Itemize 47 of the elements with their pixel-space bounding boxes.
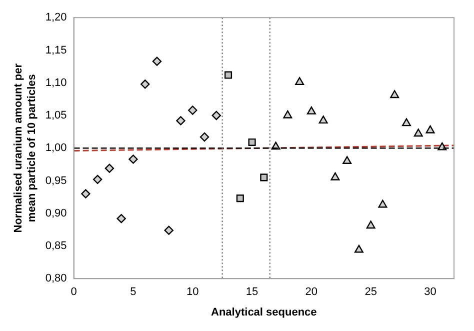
y-tick-label: 1,15	[45, 44, 67, 56]
x-tick-label: 10	[186, 286, 199, 298]
point	[318, 116, 328, 124]
point	[306, 106, 316, 114]
y-tick-label: 0,90	[45, 207, 67, 220]
x-axis-title: Analytical sequence	[211, 306, 317, 318]
y-axis-title: Normalised uranium amount per mean particle of 10 particles	[12, 62, 38, 233]
point	[248, 138, 256, 146]
x-tick-label: 25	[364, 286, 377, 298]
point	[212, 110, 221, 120]
point	[378, 200, 388, 208]
point	[152, 56, 162, 66]
y-tick-label: 1,20	[45, 12, 67, 24]
point	[390, 90, 400, 98]
point	[81, 189, 90, 198]
point	[402, 118, 411, 126]
point	[92, 174, 102, 184]
point	[354, 244, 364, 253]
y-tick-label: 1,00	[45, 142, 67, 154]
point	[188, 106, 198, 115]
y-tick-label: 0,85	[45, 240, 67, 252]
point	[128, 154, 138, 164]
point	[414, 128, 423, 137]
x-tick-label: 0	[70, 286, 77, 298]
point	[176, 116, 186, 126]
point	[164, 226, 174, 235]
point	[236, 194, 244, 202]
point	[224, 71, 232, 79]
point	[283, 110, 292, 118]
point	[330, 172, 340, 180]
point	[426, 125, 435, 134]
point	[200, 132, 210, 142]
x-tick-label: 30	[424, 286, 436, 298]
y-tick-label: 0,80	[45, 272, 67, 285]
x-tick-label: 20	[305, 286, 318, 298]
x-tick-label: 15	[246, 286, 258, 298]
y-tick-label: 1,10	[45, 76, 67, 89]
point	[140, 80, 150, 89]
point	[104, 164, 114, 173]
point	[295, 77, 304, 86]
point	[342, 156, 352, 164]
y-tick-label: 1,05	[45, 110, 67, 122]
point	[366, 220, 376, 229]
x-tick-label: 5	[130, 286, 136, 298]
point	[116, 214, 126, 224]
point	[260, 174, 268, 182]
y-tick-label: 0,95	[45, 174, 67, 187]
